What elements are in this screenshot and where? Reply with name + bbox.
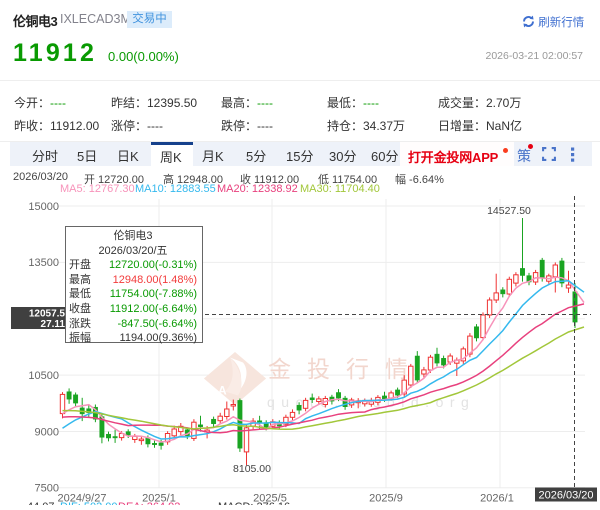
svg-text:金投行情: 金投行情	[268, 356, 424, 382]
svg-text:A: A	[218, 384, 227, 398]
svg-text:7500: 7500	[35, 483, 59, 495]
svg-text:9000: 9000	[35, 426, 59, 438]
svg-text:2025/9: 2025/9	[369, 493, 403, 505]
svg-text:12057.5: 12057.5	[29, 309, 66, 320]
svg-text:27.11: 27.11	[41, 319, 66, 330]
svg-text:14527.50: 14527.50	[487, 205, 531, 217]
svg-text:10500: 10500	[28, 370, 59, 382]
svg-text:DIF: 503.00: DIF: 503.00	[60, 501, 117, 505]
svg-text:2024/9/27: 2024/9/27	[58, 493, 107, 505]
svg-text:15000: 15000	[28, 201, 59, 213]
svg-text:13500: 13500	[28, 257, 59, 269]
svg-text:2026/1: 2026/1	[480, 493, 514, 505]
svg-text:2025/5: 2025/5	[253, 493, 287, 505]
svg-text:2025/1: 2025/1	[142, 493, 176, 505]
svg-text:44.07: 44.07	[27, 501, 55, 505]
svg-text:MACD: 276.16: MACD: 276.16	[218, 501, 290, 505]
svg-text:8105.00: 8105.00	[233, 463, 271, 475]
svg-text:DEA: 364.92: DEA: 364.92	[118, 501, 180, 505]
svg-text:2026/03/20: 2026/03/20	[538, 490, 593, 502]
